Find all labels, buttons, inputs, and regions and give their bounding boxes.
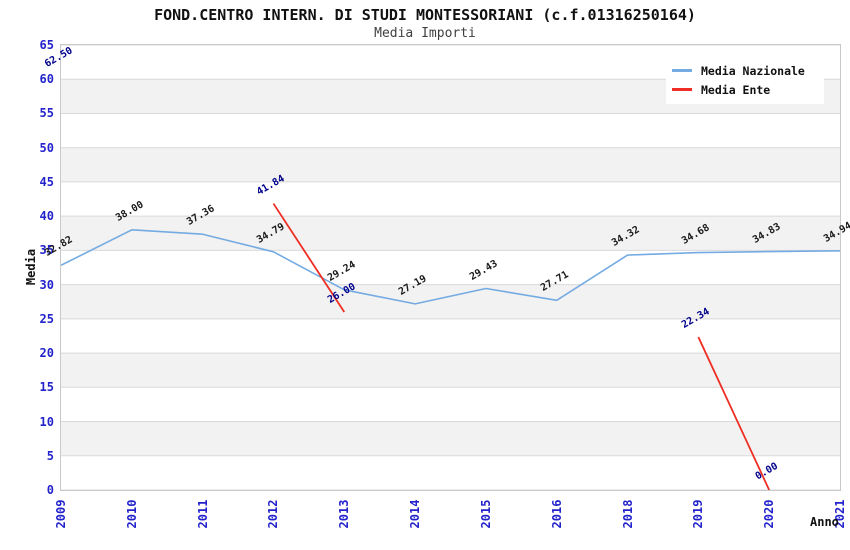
x-tick-label: 2010	[124, 499, 139, 529]
legend-label: Media Ente	[701, 82, 771, 97]
y-tick-label: 45	[39, 174, 54, 189]
x-tick-label: 2014	[408, 499, 423, 529]
x-tick-label: 2011	[195, 499, 210, 529]
series-line-media-ente	[272, 203, 346, 313]
chart-subtitle: Media Importi	[374, 26, 476, 41]
x-axis-title: Anno	[810, 515, 839, 529]
legend-item-media-ente[interactable]: Media Ente	[672, 80, 818, 99]
media-nazionale-line-swatch-icon	[672, 69, 692, 72]
x-tick-label: 2016	[549, 499, 564, 529]
y-tick-label: 10	[39, 414, 54, 429]
y-tick-label: 65	[39, 38, 54, 52]
y-tick-label: 5	[46, 448, 54, 463]
y-tick-label: 20	[39, 346, 54, 361]
y-tick-label: 50	[39, 140, 54, 155]
series-line-media-ente	[697, 336, 770, 490]
x-tick-label: 2019	[691, 499, 706, 529]
y-tick-label: 55	[39, 106, 54, 121]
legend-item-media-nazionale[interactable]: Media Nazionale	[672, 61, 818, 80]
y-axis-title: Media	[24, 248, 38, 286]
y-tick-label: 30	[39, 277, 54, 292]
legend-label: Media Nazionale	[701, 63, 805, 78]
y-tick-label: 35	[39, 243, 54, 258]
x-tick-label: 2018	[620, 499, 635, 529]
chart-title: FOND.CENTRO INTERN. DI STUDI MONTESSORIA…	[154, 6, 696, 24]
x-tick-label: 2009	[54, 499, 68, 529]
x-tick-label: 2020	[762, 499, 777, 529]
y-tick-label: 15	[39, 380, 54, 395]
plot-svg	[61, 45, 840, 490]
media-ente-line-swatch-icon	[672, 88, 692, 91]
y-tick-label: 40	[39, 209, 54, 224]
y-tick-label: 0	[46, 483, 54, 497]
x-tick-label: 2015	[478, 499, 493, 529]
x-tick-label: 2013	[337, 499, 352, 529]
x-tick-label: 2012	[266, 499, 281, 529]
y-tick-label: 25	[39, 311, 54, 326]
series-line-media-nazionale	[61, 229, 840, 305]
legend: Media Nazionale Media Ente	[666, 56, 824, 104]
plot-area	[60, 44, 841, 491]
y-tick-label: 60	[39, 72, 54, 87]
